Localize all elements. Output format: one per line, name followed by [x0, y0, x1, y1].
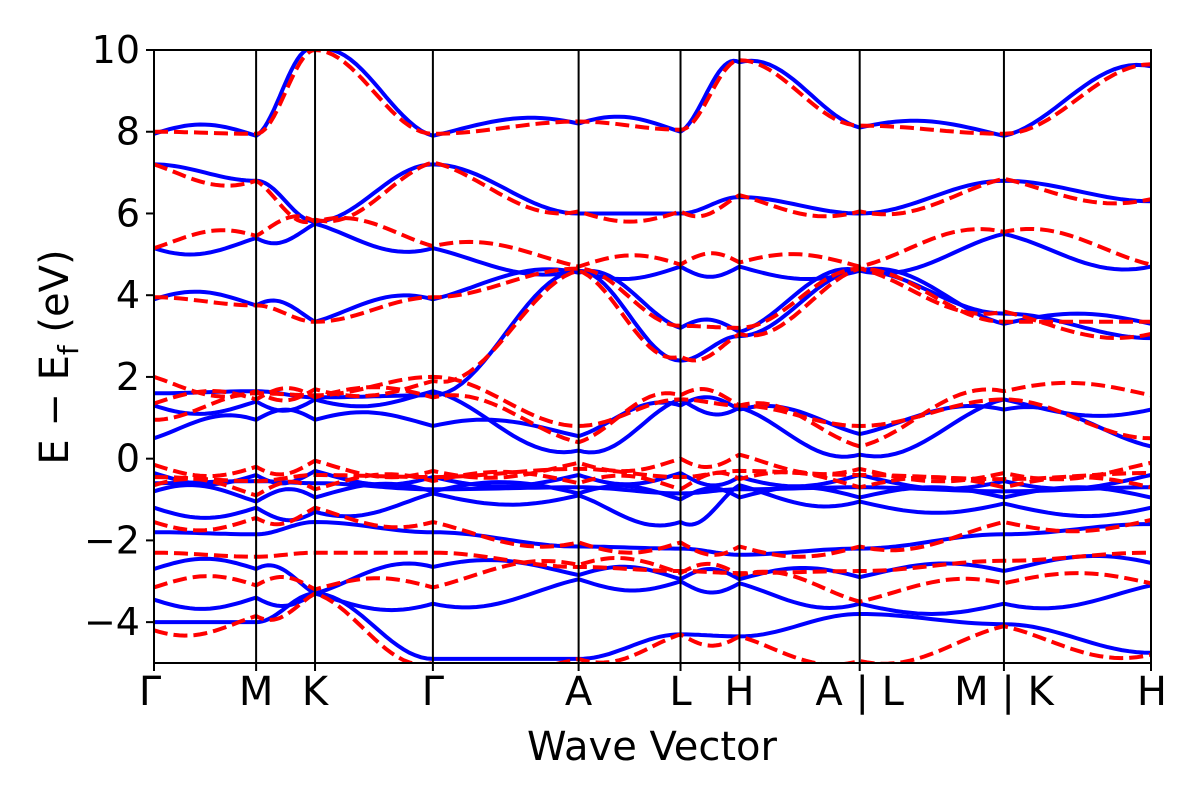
kpoint-label: L: [669, 669, 692, 715]
band-line-red-dashed: [154, 505, 1151, 559]
y-axis-label-subscript: f: [52, 344, 85, 355]
y-axis-ticks: −4 −2 0 2 4 6 8 10: [84, 28, 154, 644]
y-tick-label: −2: [84, 518, 140, 562]
band-line-blue-solid: [154, 554, 1151, 596]
band-line-blue-solid: [154, 266, 1151, 335]
band-line-red-dashed: [154, 160, 1151, 225]
kpoint-label: M: [239, 669, 274, 715]
kpoint-label: A: [565, 669, 593, 715]
y-axis-label: E − Ef (eV): [32, 249, 85, 464]
plot-area: [154, 50, 1151, 663]
kpoint-label: M | K: [954, 669, 1055, 715]
band-line-red-dashed: [154, 380, 1151, 449]
band-line-red-dashed: [154, 50, 1151, 136]
y-axis-label-main: E − E: [32, 355, 78, 465]
band-line-blue-solid: [154, 221, 1151, 281]
band-line-red-dashed: [154, 374, 1151, 441]
band-line-blue-solid: [154, 268, 1151, 400]
band-line-red-dashed: [154, 550, 1151, 576]
x-axis-label: Wave Vector: [527, 724, 778, 770]
y-tick-label: 4: [116, 273, 140, 317]
band-line-blue-solid: [154, 483, 1151, 528]
y-tick-label: 6: [116, 191, 140, 235]
plot-frame: [153, 49, 1152, 664]
band-line-blue-solid: [154, 162, 1151, 224]
kpoint-label: Γ: [422, 669, 445, 715]
kpoint-label: K: [302, 669, 330, 715]
band-line-blue-solid: [154, 480, 1151, 504]
band-line-blue-solid: [154, 519, 1151, 557]
y-tick-label: 10: [92, 28, 140, 72]
kpoint-label: H: [1137, 669, 1167, 715]
band-line-red-dashed: [154, 266, 1151, 403]
band-line-red-dashed: [154, 214, 1151, 269]
y-tick-label: 0: [116, 437, 140, 481]
band-line-red-dashed: [154, 591, 1151, 663]
y-tick-label: 8: [116, 110, 140, 154]
kpoint-label: A | L: [815, 669, 904, 715]
y-axis-label-unit: (eV): [32, 249, 78, 345]
band-line-blue-solid: [154, 389, 1151, 459]
band-line-blue-solid: [154, 50, 1151, 139]
band-line-red-dashed: [154, 556, 1151, 604]
kpoint-label: Γ: [139, 669, 162, 715]
band-line-red-dashed: [154, 266, 1151, 330]
y-tick-label: 2: [116, 355, 140, 399]
band-line-red-dashed: [154, 466, 1151, 484]
y-tick-label: −4: [84, 600, 140, 644]
band-line-red-dashed: [154, 452, 1151, 484]
kpath-vertical-lines: [255, 50, 1005, 663]
band-line-blue-solid: [154, 591, 1151, 661]
kpoint-label: H: [724, 669, 754, 715]
band-line-red-dashed: [154, 469, 1151, 498]
